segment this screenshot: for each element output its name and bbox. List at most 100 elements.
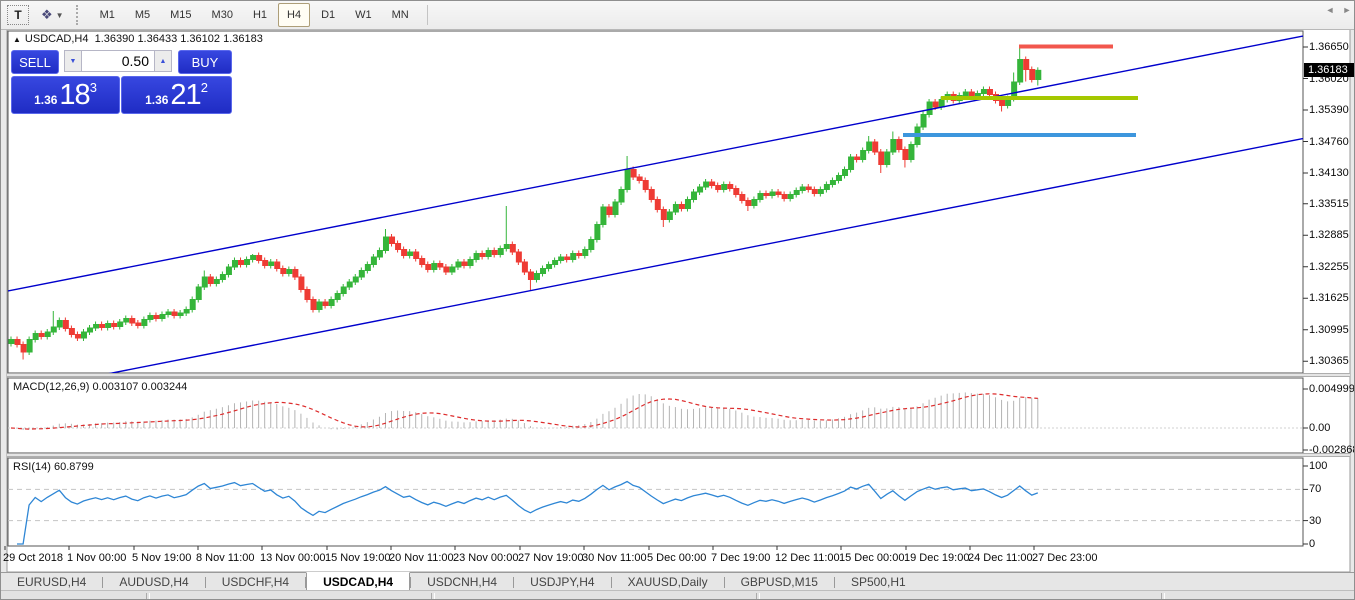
- tab-SP500-H1[interactable]: SP500,H1: [850, 575, 906, 589]
- time-axis-label: 5 Nov 19:00: [132, 552, 192, 564]
- chart-background: [6, 28, 1351, 572]
- price-axis-label: 1.33515: [1309, 197, 1349, 210]
- status-divider: [1161, 593, 1165, 599]
- timeframe-button-H4[interactable]: H4: [278, 3, 311, 27]
- rsi-pane-splitter[interactable]: [7, 453, 1350, 457]
- timeframe-button-D1[interactable]: D1: [321, 9, 336, 21]
- tab-USDCNH-H4[interactable]: USDCNH,H4: [427, 575, 498, 589]
- tab-USDJPY-H4[interactable]: USDJPY,H4: [530, 575, 595, 589]
- tab-GBPUSD-M15[interactable]: GBPUSD,M15: [740, 575, 818, 589]
- macd-current-values: 0.003107 0.003244: [92, 381, 188, 393]
- tab-AUDUSD-H4[interactable]: AUDUSD,H4: [119, 575, 189, 589]
- rsi-axis-label: 100: [1309, 460, 1328, 472]
- chevron-down-icon: ▼: [55, 10, 64, 20]
- arrange-icon: ❖: [41, 7, 53, 22]
- rsi-axis-label: 0: [1309, 538, 1316, 550]
- time-axis-label: 24 Dec 11:00: [968, 552, 1033, 564]
- timeframe-button-M5[interactable]: M5: [134, 9, 151, 21]
- macd-axis-label: 0.004999: [1309, 383, 1355, 395]
- sell-price-base: 1.36: [34, 93, 58, 107]
- rsi-axis-label: 30: [1309, 514, 1322, 527]
- collapse-marker-icon: ▲: [13, 35, 21, 44]
- one-click-trade-panel: SELL ▼ ▲ BUY 1.36 18 3 1.36 21 2: [11, 50, 232, 114]
- buy-price-base: 1.36: [145, 93, 169, 107]
- tab-USDCAD-H4[interactable]: USDCAD,H4: [306, 572, 411, 591]
- timeframe-button-M1[interactable]: M1: [99, 9, 115, 21]
- price-axis-label: 1.31625: [1309, 292, 1349, 305]
- time-axis-label: 20 Nov 11:00: [389, 552, 454, 564]
- timeframe-button-W1[interactable]: W1: [355, 9, 372, 21]
- price-axis-label: 1.30365: [1309, 355, 1349, 368]
- macd-layer: [8, 392, 1303, 431]
- buy-button[interactable]: BUY: [178, 50, 232, 74]
- buy-price-point: 2: [200, 79, 208, 95]
- tab-separator: [833, 576, 835, 588]
- channel-lower-trendline[interactable]: [8, 137, 1303, 394]
- symbol-tab-bar: EURUSD,H4 AUDUSD,H4 USDCHF,H4 USDCAD,H4 USDC…: [1, 572, 1354, 591]
- macd-signal-line: [10, 393, 1038, 430]
- time-axis-label: 15 Dec 00:00: [839, 552, 905, 564]
- time-axis-label: 30 Nov 11:00: [582, 552, 647, 564]
- volume-decrease-button[interactable]: ▼: [64, 50, 82, 72]
- toolbar-grip[interactable]: [75, 5, 82, 25]
- time-axis-label: 13 Nov 00:00: [260, 552, 326, 564]
- price-axis-label: 1.30995: [1309, 323, 1349, 336]
- axis-ticks: [4, 46, 1308, 550]
- time-axis-label: 12 Dec 11:00: [775, 552, 840, 564]
- status-bar: [1, 590, 1354, 599]
- current-price-tag: 1.36183: [1304, 63, 1354, 78]
- buy-price-button[interactable]: 1.36 21 2: [121, 76, 232, 114]
- tab-USDCHF-H4[interactable]: USDCHF,H4: [221, 575, 290, 589]
- status-divider: [431, 593, 435, 599]
- tab-separator: [513, 576, 515, 588]
- sell-button[interactable]: SELL: [11, 50, 59, 74]
- price-axis-label: 1.32885: [1309, 229, 1349, 242]
- chart-ohlc-values: 1.36390 1.36433 1.36102 1.36183: [94, 33, 263, 45]
- tab-separator: [410, 576, 412, 588]
- timeframe-button-M30[interactable]: M30: [211, 9, 233, 21]
- price-axis-label: 1.34760: [1309, 135, 1349, 148]
- time-axis-label: 15 Nov 19:00: [325, 552, 391, 564]
- tab-EURUSD-H4[interactable]: EURUSD,H4: [17, 575, 87, 589]
- status-divider: [756, 593, 760, 599]
- arrange-windows-button[interactable]: ❖ ▼: [41, 5, 64, 25]
- time-axis-label: 27 Nov 19:00: [518, 552, 584, 564]
- tab-scroll-right-button[interactable]: ►: [1342, 5, 1352, 15]
- volume-input[interactable]: [81, 50, 155, 72]
- chart-title: ▲ USDCAD,H4 1.36390 1.36433 1.36102 1.361…: [13, 33, 263, 45]
- volume-increase-button[interactable]: ▲: [154, 50, 172, 72]
- macd-label: MACD(12,26,9) 0.003107 0.003244: [13, 381, 187, 393]
- rsi-axis-label: 70: [1309, 483, 1322, 496]
- macd-axis-label: 0.00: [1309, 422, 1331, 434]
- price-axis-label: 1.35390: [1309, 104, 1349, 116]
- toolbar-separator: [426, 5, 428, 25]
- tab-separator: [102, 576, 104, 588]
- tab-separator: [305, 576, 307, 588]
- macd-name: MACD(12,26,9): [13, 381, 90, 393]
- buy-price-pips: 21: [170, 78, 201, 111]
- tab-XAUUSD-Daily[interactable]: XAUUSD,Daily: [627, 575, 708, 589]
- tab-separator: [610, 576, 612, 588]
- time-axis-label: 8 Nov 11:00: [196, 552, 255, 564]
- rsi-pane-frame: [7, 457, 1304, 547]
- sell-price-point: 3: [89, 79, 97, 95]
- time-axis-label: 27 Dec 23:00: [1032, 552, 1098, 564]
- timeframe-button-MN[interactable]: MN: [391, 9, 409, 21]
- rsi-label: RSI(14) 60.8799: [13, 461, 94, 473]
- text-tool-button[interactable]: T: [7, 5, 29, 25]
- sell-price-button[interactable]: 1.36 18 3: [11, 76, 120, 114]
- price-axis-label: 1.32255: [1309, 260, 1349, 273]
- chart-symbol-period: USDCAD,H4: [24, 33, 89, 45]
- rsi-line: [17, 480, 1039, 545]
- tab-scroll-left-button[interactable]: ◄: [1325, 5, 1335, 15]
- channel-upper-trendline[interactable]: [8, 35, 1303, 292]
- time-axis-label: 7 Dec 19:00: [711, 552, 771, 564]
- time-axis-label: 19 Dec 19:00: [904, 552, 970, 564]
- macd-pane-splitter[interactable]: [7, 373, 1350, 377]
- timeframe-button-M15[interactable]: M15: [170, 9, 192, 21]
- rsi-layer: [8, 480, 1303, 545]
- timeframe-button-H1[interactable]: H1: [252, 9, 268, 21]
- time-axis-label: 29 Oct 2018: [3, 552, 63, 564]
- price-axis-label: 1.36650: [1309, 41, 1349, 53]
- toolbar: T ❖ ▼ M1 M5 M15 M30 H1 H4 D1 W1 MN: [1, 1, 1354, 30]
